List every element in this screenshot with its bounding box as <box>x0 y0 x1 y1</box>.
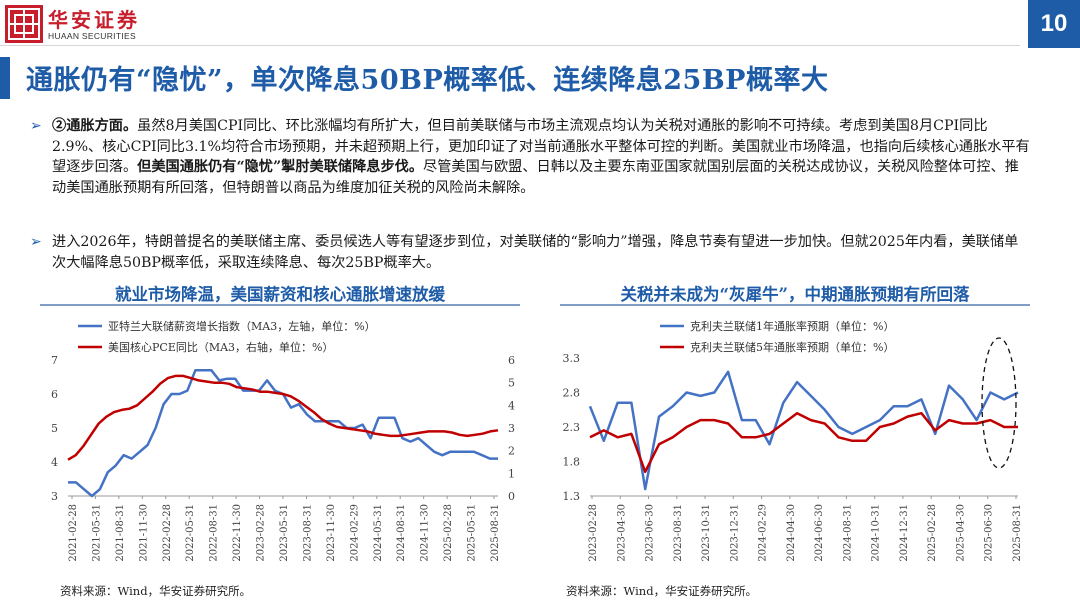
y-tick-label: 3 <box>51 490 58 503</box>
x-tick-label: 2024-08-31 <box>396 504 407 562</box>
legend-label: 亚特兰大联储薪资增长指数（MA3，左轴，单位：%） <box>108 319 376 333</box>
y-right-tick-label: 0 <box>508 490 515 503</box>
x-tick-label: 2024-10-31 <box>871 504 882 562</box>
x-tick-label: 2025-05-31 <box>467 504 478 562</box>
chart-inflation-expectations: 克利夫兰联储1年通胀率预期（单位：%） 克利夫兰联储5年通胀率预期（单位：%） 1… <box>563 319 1024 562</box>
x-tick-label: 2023-10-31 <box>701 504 712 562</box>
logo-en-text: HUAAN SECURITIES <box>48 31 136 41</box>
chart-title-underline <box>560 304 1030 306</box>
y-right-tick-label: 3 <box>508 422 515 435</box>
x-tick-label: 2025-06-30 <box>984 504 995 562</box>
x-tick-label: 2024-02-29 <box>758 504 769 562</box>
bullet-icon: ➢ <box>30 118 42 134</box>
x-tick-label: 2023-08-31 <box>302 504 313 562</box>
logo-icon <box>5 5 43 43</box>
chart-title-right: 关税并未成为“灰犀牛”，中期通胀预期有所回落 <box>620 285 970 304</box>
x-tick-label: 2024-05-31 <box>373 504 384 562</box>
source-note-left: 资料来源：Wind，华安证券研究所。 <box>60 584 252 598</box>
page-title: 通胀仍有“隐忧”，单次降息50BP概率低、连续降息25BP概率大 <box>26 65 829 96</box>
x-tick-label: 2022-08-31 <box>209 504 220 562</box>
legend-label: 美国核心PCE同比（MA3，右轴，单位：%） <box>108 340 334 354</box>
series-line <box>588 370 1019 491</box>
y-right-tick-label: 4 <box>508 399 515 412</box>
x-tick-label: 2021-08-31 <box>115 504 126 562</box>
y-right-tick-label: 2 <box>508 445 515 458</box>
x-tick-label: 2023-02-28 <box>256 504 267 562</box>
x-tick-label: 2023-12-31 <box>729 504 740 562</box>
x-tick-label: 2023-05-31 <box>279 504 290 562</box>
y-right-tick-label: 5 <box>508 377 515 390</box>
x-tick-label: 2024-02-29 <box>349 504 360 562</box>
x-tick-label: 2023-02-28 <box>588 504 599 562</box>
logo-cn-text: 华安证券 <box>48 8 140 32</box>
y-right-tick-label: 1 <box>508 467 515 480</box>
x-tick-label: 2025-02-28 <box>443 504 454 562</box>
x-tick-label: 2023-08-31 <box>673 504 684 562</box>
paragraph-text: 尽管美国与欧盟、日韩以及主要东南亚国家就国别层面的关税达成协议，关税风险整体可控… <box>52 159 1019 196</box>
x-tick-label: 2025-08-31 <box>1012 504 1023 562</box>
series-line <box>67 374 499 461</box>
bullet-icon: ➢ <box>30 234 42 250</box>
y-tick-label: 7 <box>51 354 58 367</box>
y-tick-label: 2.3 <box>563 421 581 434</box>
x-tick-label: 2025-08-31 <box>490 504 501 562</box>
y-tick-label: 6 <box>51 388 58 401</box>
y-tick-label: 2.8 <box>563 387 581 400</box>
x-tick-label: 2024-08-31 <box>842 504 853 562</box>
legend-label: 克利夫兰联储5年通胀率预期（单位：%） <box>690 340 894 354</box>
legend-label: 克利夫兰联储1年通胀率预期（单位：%） <box>690 319 894 333</box>
x-tick-label: 2025-04-30 <box>955 504 966 562</box>
x-tick-label: 2024-06-30 <box>814 504 825 562</box>
x-tick-label: 2021-11-30 <box>138 504 149 562</box>
paragraph-text: 虽然8月美国CPI同比、环比涨幅均有所扩大，但目前美联储与市场主流观点均认为关税… <box>52 118 1030 175</box>
x-tick-label: 2022-02-28 <box>162 504 173 562</box>
highlight-ellipse <box>981 337 1017 469</box>
y-tick-label: 3.3 <box>563 352 581 365</box>
x-tick-label: 2022-11-30 <box>232 504 243 562</box>
x-tick-label: 2022-05-31 <box>185 504 196 562</box>
y-tick-label: 1.8 <box>563 456 581 469</box>
chart-wage-pce: 亚特兰大联储薪资增长指数（MA3，左轴，单位：%） 美国核心PCE同比（MA3，右… <box>51 319 515 562</box>
x-tick-label: 2023-06-30 <box>645 504 656 562</box>
source-note-right: 资料来源：Wind，华安证券研究所。 <box>566 584 758 598</box>
x-tick-label: 2025-02-28 <box>927 504 938 562</box>
paragraph-lead: ②通胀方面。 <box>52 118 138 134</box>
page-number: 10 <box>1028 0 1080 48</box>
y-tick-label: 5 <box>51 422 58 435</box>
header-divider <box>0 45 1020 46</box>
x-tick-label: 2024-12-31 <box>899 504 910 562</box>
x-tick-label: 2024-11-30 <box>420 504 431 562</box>
y-tick-label: 1.3 <box>563 490 581 503</box>
paragraph-emphasis: 但美国通胀仍有“隐忧”掣肘美联储降息步伐。 <box>137 159 424 175</box>
title-accent-bar <box>0 57 10 99</box>
x-tick-label: 2023-11-30 <box>326 504 337 562</box>
x-tick-label: 2023-04-30 <box>616 504 627 562</box>
paragraph-inflation: ②通胀方面。虽然8月美国CPI同比、环比涨幅均有所扩大，但目前美联储与市场主流观… <box>52 116 1030 198</box>
x-tick-label: 2021-05-31 <box>91 504 102 562</box>
chart-title-left: 就业市场降温，美国薪资和核心通胀增速放缓 <box>115 285 445 304</box>
y-right-tick-label: 6 <box>508 354 515 367</box>
series-line <box>589 411 1018 474</box>
x-tick-label: 2021-02-28 <box>68 504 79 562</box>
chart-title-underline <box>40 304 520 306</box>
series-line <box>68 368 498 498</box>
x-tick-label: 2024-04-30 <box>786 504 797 562</box>
paragraph-outlook: 进入2026年，特朗普提名的美联储主席、委员候选人等有望逐步到位，对美联储的“影… <box>52 234 1019 271</box>
y-tick-label: 4 <box>51 456 58 469</box>
